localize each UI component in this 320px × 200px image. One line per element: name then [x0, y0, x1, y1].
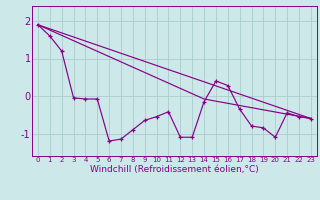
- X-axis label: Windchill (Refroidissement éolien,°C): Windchill (Refroidissement éolien,°C): [90, 165, 259, 174]
